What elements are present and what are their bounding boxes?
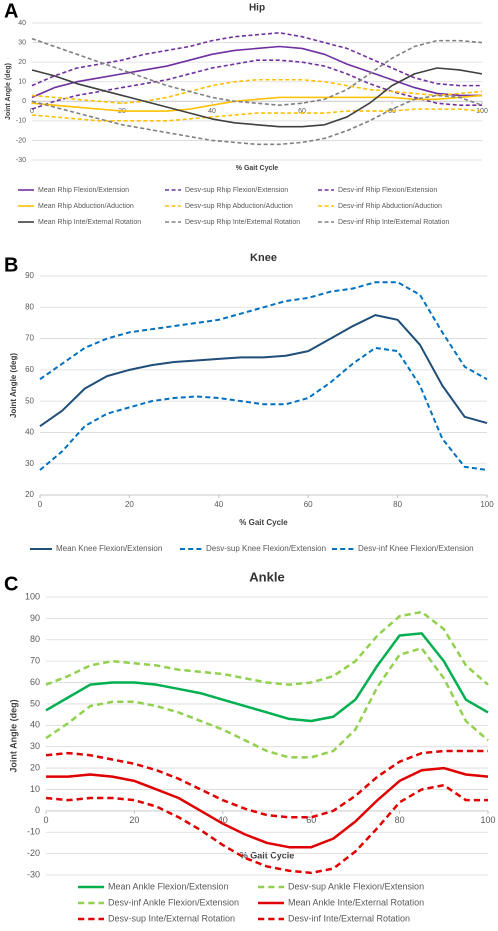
data-line: [45, 647, 489, 759]
x-tick-label: 100: [480, 815, 495, 825]
y-tick-label: 0: [35, 805, 40, 815]
data-line: [31, 37, 483, 106]
y-tick-label: 70: [30, 656, 40, 666]
y-axis-label: Joint Angle (deg): [9, 353, 18, 418]
x-tick-label: 60: [298, 108, 306, 115]
y-tick-label: 80: [30, 634, 40, 644]
x-tick-label: 20: [125, 500, 134, 509]
legend-label: Mean Rhip Flexion/Extension: [38, 187, 129, 194]
y-tick-label: -30: [16, 157, 26, 164]
x-tick-label: 0: [43, 815, 48, 825]
legend-label: Desv-inf Rhip Abduction/Aduction: [338, 203, 442, 210]
data-line: [31, 94, 483, 112]
legend-label: Desv-sup Rhip Inte/External Rotation: [185, 219, 300, 226]
y-tick-label: 100: [25, 591, 40, 601]
data-line: [31, 94, 483, 146]
y-tick-label: 30: [25, 459, 34, 468]
data-line: [31, 108, 483, 122]
x-tick-label: 100: [480, 500, 494, 509]
y-tick-label: -30: [27, 869, 40, 879]
legend-label: Mean Rhip Inte/External Rotation: [38, 219, 141, 226]
data-line: [39, 281, 488, 381]
y-tick-label: 30: [18, 39, 26, 46]
y-tick-label: 10: [30, 784, 40, 794]
legend-label: Desv-sup Ankle Flexion/Extension: [288, 881, 424, 891]
panel-letter: C: [4, 573, 18, 595]
data-line: [31, 45, 482, 99]
y-tick-label: 0: [22, 98, 26, 105]
data-line: [31, 67, 483, 128]
data-line: [39, 346, 488, 471]
legend-label: Desv-sup Rhip Abduction/Aduction: [185, 203, 293, 210]
x-tick-label: 80: [388, 108, 396, 115]
y-tick-label: 60: [30, 677, 40, 687]
y-tick-label: 90: [25, 271, 34, 280]
panel-letter: A: [4, 0, 18, 22]
y-tick-label: 10: [18, 79, 26, 86]
chart-title: Ankle: [249, 569, 284, 584]
x-tick-label: 80: [393, 500, 402, 509]
y-tick-label: 70: [25, 334, 34, 343]
y-tick-label: -10: [27, 827, 40, 837]
x-axis-label: % Gait Cycle: [239, 518, 288, 527]
x-axis-label: % Gait Cycle: [240, 850, 295, 860]
y-tick-label: 20: [18, 59, 26, 66]
y-tick-label: 30: [30, 741, 40, 751]
legend-label: Desv-sup Inte/External Rotation: [108, 913, 235, 923]
legend-label: Desv-inf Rhip Flexion/Extension: [338, 187, 437, 194]
legend-label: Mean Ankle Inte/External Rotation: [288, 897, 424, 907]
legend-label: Mean Ankle Flexion/Extension: [108, 881, 229, 891]
data-line: [45, 632, 489, 723]
panel-letter: B: [4, 254, 18, 276]
chart-title: Hip: [249, 3, 265, 14]
data-line: [46, 766, 489, 849]
y-tick-label: 20: [25, 490, 34, 499]
x-tick-label: 40: [218, 815, 228, 825]
y-axis-label: Joint Angle (deg): [5, 63, 12, 120]
data-line: [31, 31, 482, 87]
legend-label: Desv-sup Knee Flexion/Extension: [206, 544, 326, 553]
data-line: [45, 783, 488, 875]
data-line: [31, 78, 483, 105]
y-axis-label: Joint Angle (deg): [8, 699, 18, 772]
y-tick-label: 50: [30, 698, 40, 708]
legend-label: Desv-inf Rhip Inte/External Rotation: [338, 219, 449, 226]
x-tick-label: 40: [208, 108, 216, 115]
legend-label: Mean Knee Flexion/Extension: [56, 544, 162, 553]
y-tick-label: -20: [16, 137, 26, 144]
y-tick-label: -10: [16, 118, 26, 125]
y-tick-label: -20: [27, 848, 40, 858]
y-tick-label: 50: [25, 396, 34, 405]
x-tick-label: 80: [395, 815, 405, 825]
y-tick-label: 40: [30, 720, 40, 730]
x-tick-label: 100: [476, 108, 488, 115]
x-axis-label: % Gait Cycle: [236, 165, 279, 172]
chart-title: Knee: [250, 252, 277, 264]
y-tick-label: 60: [25, 365, 34, 374]
x-tick-label: 20: [129, 815, 139, 825]
y-tick-label: 90: [30, 613, 40, 623]
legend-label: Desv-inf Inte/External Rotation: [288, 913, 410, 923]
y-tick-label: 40: [18, 20, 26, 27]
legend-label: Desv-sup Rhip Flexion/Extension: [185, 187, 288, 194]
y-tick-label: 40: [25, 428, 34, 437]
data-line: [39, 314, 488, 427]
x-tick-label: 60: [304, 500, 313, 509]
y-tick-label: 80: [25, 302, 34, 311]
y-tick-label: 20: [30, 762, 40, 772]
legend-label: Desv-inf Ankle Flexion/Extension: [108, 897, 239, 907]
x-tick-label: 0: [30, 108, 34, 115]
legend-label: Desv-inf Knee Flexion/Extension: [358, 544, 474, 553]
x-tick-label: 60: [306, 815, 316, 825]
data-line: [31, 59, 482, 110]
data-line: [45, 749, 488, 819]
x-tick-label: 40: [214, 500, 223, 509]
x-tick-label: 0: [38, 500, 43, 509]
data-line: [45, 610, 489, 686]
legend-label: Mean Rhip Abduction/Aduction: [38, 203, 134, 210]
